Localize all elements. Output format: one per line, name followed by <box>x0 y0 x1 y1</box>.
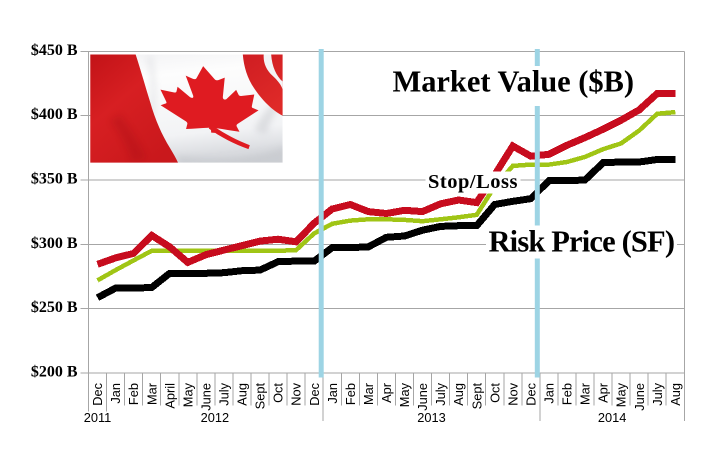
svg-text:May: May <box>614 382 629 407</box>
svg-text:Risk Price (SF): Risk Price (SF) <box>489 224 676 258</box>
svg-text:July: July <box>433 382 448 405</box>
svg-text:$350 B: $350 B <box>31 170 78 187</box>
svg-text:Feb: Feb <box>343 383 358 405</box>
svg-text:Mar: Mar <box>144 382 159 405</box>
svg-text:Stop/Loss: Stop/Loss <box>428 171 518 193</box>
svg-text:Apr: Apr <box>379 382 394 403</box>
svg-text:2013: 2013 <box>417 410 445 425</box>
svg-text:$400 B: $400 B <box>31 106 78 123</box>
svg-text:Dec: Dec <box>523 382 538 405</box>
svg-text:Mar: Mar <box>578 382 593 405</box>
svg-text:Oct: Oct <box>487 383 502 403</box>
svg-text:Feb: Feb <box>560 383 575 405</box>
svg-text:2012: 2012 <box>201 410 229 425</box>
svg-text:July: July <box>217 382 232 405</box>
svg-text:Jan: Jan <box>325 383 340 404</box>
svg-text:Aug: Aug <box>235 383 250 406</box>
svg-text:Jan: Jan <box>108 383 123 404</box>
svg-text:Sept: Sept <box>469 383 484 410</box>
svg-text:$250 B: $250 B <box>31 299 78 316</box>
svg-text:Nov: Nov <box>505 382 520 405</box>
svg-text:Aug: Aug <box>668 383 683 406</box>
svg-text:May: May <box>180 382 195 407</box>
svg-text:Mar: Mar <box>361 382 376 405</box>
svg-text:$200 B: $200 B <box>31 363 78 380</box>
svg-text:July: July <box>650 382 665 405</box>
svg-text:Market Value ($B): Market Value ($B) <box>393 64 635 98</box>
svg-text:Jan: Jan <box>542 383 557 404</box>
svg-text:Sept: Sept <box>253 383 268 410</box>
svg-text:June: June <box>632 383 647 411</box>
svg-text:Oct: Oct <box>271 383 286 403</box>
svg-text:Nov: Nov <box>289 382 304 405</box>
svg-text:June: June <box>415 383 430 411</box>
svg-text:2014: 2014 <box>598 410 626 425</box>
svg-text:Dec: Dec <box>90 382 105 405</box>
svg-text:Aug: Aug <box>451 383 466 406</box>
svg-text:May: May <box>397 382 412 407</box>
svg-text:2011: 2011 <box>84 410 112 425</box>
svg-text:Dec: Dec <box>307 382 322 405</box>
svg-text:Apr: Apr <box>596 382 611 403</box>
svg-text:$300 B: $300 B <box>31 235 78 252</box>
svg-text:June: June <box>199 383 214 411</box>
svg-text:Feb: Feb <box>126 383 141 405</box>
svg-text:$450 B: $450 B <box>31 42 78 59</box>
svg-text:April: April <box>162 383 177 409</box>
